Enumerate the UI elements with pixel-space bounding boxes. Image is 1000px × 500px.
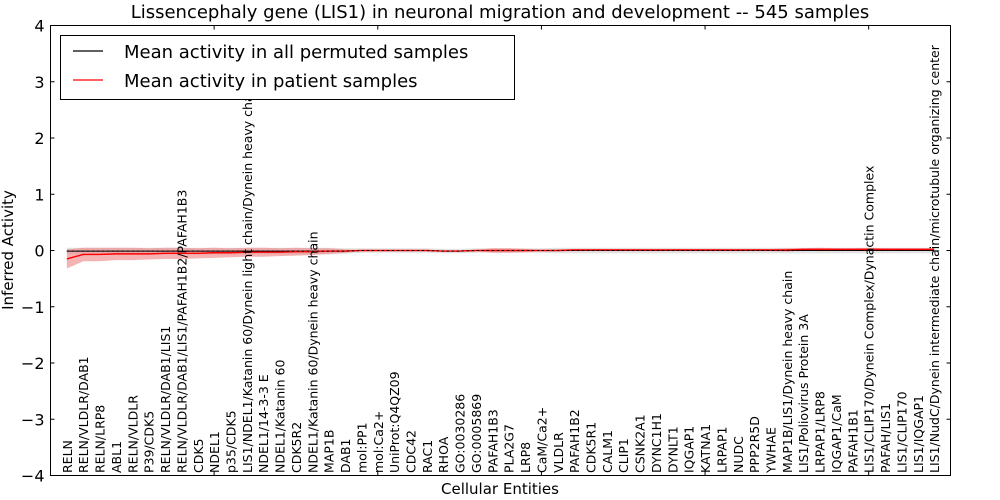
y-tick-label: 4	[34, 17, 44, 36]
x-category-label: RAC1	[420, 440, 435, 473]
chart-title: Lissencephaly gene (LIS1) in neuronal mi…	[131, 2, 870, 23]
x-category-label: LIS1/NudC/Dynein intermediate chain/micr…	[927, 44, 942, 473]
y-tick-label: −4	[21, 467, 45, 486]
x-category-label: CDK5R2	[289, 422, 304, 473]
x-category-label: NDEL1/Katanin 60/Dynein heavy chain	[305, 231, 320, 473]
x-category-label: LIS1/CLIP170/Dynein Complex/Dynactin Com…	[862, 166, 877, 473]
x-category-label: DAB1	[338, 439, 353, 474]
x-category-label: KATNA1	[698, 424, 713, 473]
x-category-label: IQGAP1	[682, 426, 697, 473]
x-category-label: GO:0005869	[469, 394, 484, 473]
x-category-label: CaM/Ca2+	[534, 407, 549, 473]
x-category-label: P39/CDK5	[142, 411, 157, 473]
y-tick-label: −1	[21, 298, 45, 317]
x-category-label: CDC42	[404, 430, 419, 473]
x-category-label: MAP1B	[322, 430, 337, 473]
x-category-label: mol:PP1	[354, 422, 369, 473]
x-category-label: PAFAH/LIS1	[878, 403, 893, 473]
x-category-label: LIS1/NDEL1/Katanin 60/Dynein light chain…	[240, 83, 255, 473]
x-category-label: CDK5R1	[584, 422, 599, 473]
x-category-label: RELN/VLDLR	[125, 395, 140, 473]
x-category-label: IQGAP1/CaM	[829, 394, 844, 473]
x-category-label: p35/CDK5	[224, 410, 239, 473]
y-tick-label: 2	[34, 129, 44, 148]
x-category-label: LIS1/CLIP170	[894, 391, 909, 473]
x-category-label: ABL1	[109, 441, 124, 473]
series-lines	[66, 248, 935, 260]
x-category-label: UniProt:Q4QZ09	[387, 371, 402, 473]
x-category-label: RELN	[60, 440, 75, 473]
x-category-label: PAFAH1B1	[845, 409, 860, 473]
legend-label-permuted: Mean activity in all permuted samples	[124, 42, 468, 63]
series-line-patient	[66, 248, 935, 260]
y-axis-label: Inferred Activity	[0, 190, 17, 310]
x-category-label: NUDC	[731, 436, 746, 473]
x-category-label: GO:0030286	[453, 394, 468, 473]
x-category-label: CLIP1	[616, 438, 631, 473]
x-axis	[213, 25, 870, 476]
x-category-label: LIS1/IQGAP1	[911, 395, 926, 473]
x-category-label: VLDLR	[551, 432, 566, 473]
x-category-label: DYNLT1	[665, 426, 680, 473]
x-tick-labels: RELN RELN/VLDLR/DAB1 RELN/LRP8 ABL1 RELN/VLD…	[60, 44, 942, 474]
legend-label-patient: Mean activity in patient samples	[124, 71, 418, 92]
y-tick-label: 3	[34, 73, 44, 92]
x-category-label: PAFAH1B3	[485, 409, 500, 473]
x-category-label: LIS1/Poliovirus Protein 3A	[796, 314, 811, 473]
x-category-label: LRPAP1	[714, 427, 729, 473]
x-category-label: LRPAP1/LRP8	[813, 391, 828, 473]
x-category-label: CSNK2A1	[633, 414, 648, 473]
y-axis: 4 3 2 1 0 −1 −2 −3 −4	[21, 17, 951, 486]
x-category-label: DYNC1H1	[649, 413, 664, 473]
x-category-label: PLA2G7	[502, 424, 517, 473]
x-category-label: NDEL1/Katanin 60	[273, 360, 288, 473]
x-category-label: RHOA	[436, 436, 451, 473]
x-category-label: NDEL1/14-3-3 E	[256, 374, 271, 473]
x-category-label: YWHAE	[764, 427, 779, 474]
y-tick-label: −3	[21, 410, 45, 429]
x-category-label: RELN/VLDLR/DAB1	[76, 356, 91, 473]
x-category-label: MAP1B/LIS1/Dynein heavy chain	[780, 271, 795, 473]
y-tick-label: 0	[34, 242, 44, 261]
x-category-label: CALM1	[600, 430, 615, 473]
y-tick-label: −2	[21, 354, 45, 373]
x-category-label: RELN/VLDLR/DAB1/LIS1	[158, 326, 173, 473]
x-category-label: RELN/VLDLR/DAB1/LIS1/PAFAH1B2/PAFAH1B3	[174, 190, 189, 473]
x-category-label: LRP8	[518, 442, 533, 473]
x-category-label: NDEL1	[207, 431, 222, 473]
x-category-label: PPP2R5D	[747, 416, 762, 473]
y-tick-label: 1	[34, 185, 44, 204]
x-axis-label: Cellular Entities	[441, 480, 559, 498]
x-category-label: RELN/LRP8	[93, 405, 108, 473]
legend: Mean activity in all permuted samples Me…	[60, 35, 515, 100]
x-category-label: PAFAH1B2	[567, 409, 582, 473]
x-category-label: mol:Ca2+	[371, 411, 386, 473]
confidence-band-patient	[66, 247, 935, 269]
x-category-label: CDK5	[191, 438, 206, 473]
legend-frame	[60, 35, 515, 100]
